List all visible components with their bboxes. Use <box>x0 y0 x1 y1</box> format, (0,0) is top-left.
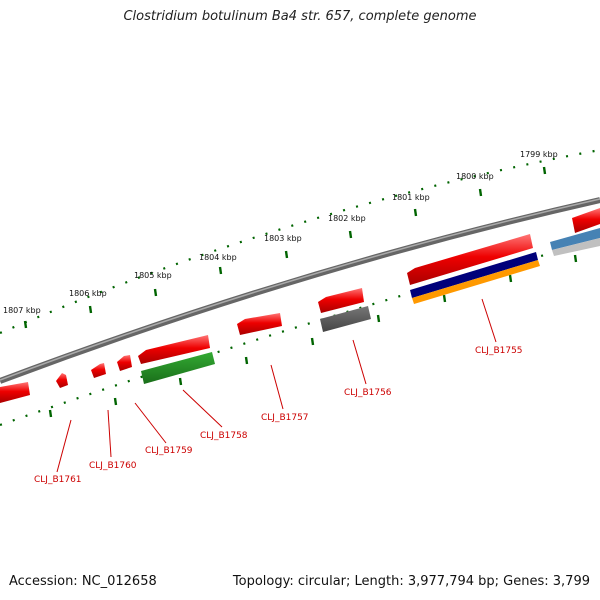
gene-clj-b1755-orange <box>412 260 540 304</box>
tick-1804 <box>218 266 223 275</box>
inner-tick <box>573 254 578 263</box>
genome-backbone <box>0 197 600 384</box>
leader-clj-b1757 <box>270 364 284 410</box>
gene-left-edge <box>0 382 30 403</box>
accession-text: Accession: NC_012658 <box>9 574 157 589</box>
inner-tick <box>178 377 183 386</box>
inner-tick <box>442 294 447 303</box>
gene-labels: CLJ_B1761 CLJ_B1760 CLJ_B1759 CLJ_B1758 … <box>34 346 523 485</box>
forward-genes <box>0 208 600 403</box>
kbp-label: 1806 kbp <box>69 289 107 298</box>
kbp-label: 1802 kbp <box>328 214 366 223</box>
kbp-label: 1803 kbp <box>264 234 302 243</box>
gene-clj-b1756-gray <box>320 306 371 332</box>
gene-right-edge <box>572 208 600 233</box>
leader-lines <box>56 298 497 473</box>
gene-label: CLJ_B1761 <box>34 475 82 485</box>
gene-clj-b1759 <box>117 355 132 371</box>
inner-tick <box>508 274 513 283</box>
gene-label: CLJ_B1758 <box>200 431 248 441</box>
gene-label: CLJ_B1757 <box>261 413 309 423</box>
gene-clj-b1760 <box>91 363 106 378</box>
kbp-label: 1807 kbp <box>3 306 41 315</box>
inner-ticks <box>48 254 578 418</box>
tick-1806 <box>88 305 93 314</box>
gene-clj-b1758-red <box>138 335 210 364</box>
leader-clj-b1755 <box>481 298 497 343</box>
inner-tick <box>244 356 249 365</box>
map-title: Clostridium botulinum Ba4 str. 657, comp… <box>123 9 477 24</box>
inner-tick <box>376 314 381 323</box>
kbp-label: 1800 kbp <box>456 172 494 181</box>
gene-label: CLJ_B1756 <box>344 388 392 398</box>
leader-clj-b1759 <box>134 402 167 444</box>
leader-clj-b1758 <box>182 389 223 428</box>
tick-1800 <box>478 188 483 197</box>
gene-clj-b1756-red <box>318 288 364 313</box>
gene-clj-b1757 <box>237 313 282 335</box>
tick-1803 <box>284 250 289 259</box>
gene-clj-b1755-navy <box>410 252 538 298</box>
gene-label: CLJ_B1755 <box>475 346 523 356</box>
leader-clj-b1761 <box>56 419 72 473</box>
inner-tick <box>113 397 118 406</box>
gene-right-steelblue <box>550 228 600 250</box>
gene-clj-b1761 <box>56 373 68 388</box>
gene-clj-b1758-green <box>141 352 215 384</box>
gene-right-silver <box>552 238 600 256</box>
topology-text: Topology: circular; Length: 3,977,794 bp… <box>232 574 590 589</box>
gene-label: CLJ_B1759 <box>145 446 193 456</box>
tick-1807 <box>23 320 28 329</box>
gene-label: CLJ_B1760 <box>89 461 137 471</box>
inner-tick <box>48 409 53 418</box>
kbp-label: 1801 kbp <box>392 193 430 202</box>
kbp-label: 1799 kbp <box>520 150 558 159</box>
tick-1802 <box>348 230 353 239</box>
reverse-genes <box>141 228 600 384</box>
tick-1799 <box>542 166 547 175</box>
leader-clj-b1756 <box>352 339 367 385</box>
kbp-label: 1805 kbp <box>134 271 172 280</box>
genome-backbone-highlight <box>0 198 600 381</box>
gene-clj-b1755-red <box>407 234 533 285</box>
tick-1801 <box>413 208 418 217</box>
kbp-labels: 1807 kbp 1806 kbp 1805 kbp 1804 kbp 1803… <box>3 150 558 315</box>
major-ticks <box>23 166 547 329</box>
kbp-label: 1804 kbp <box>199 253 237 262</box>
leader-clj-b1760 <box>107 409 112 458</box>
inner-tick <box>310 337 315 346</box>
tick-1805 <box>153 288 158 297</box>
